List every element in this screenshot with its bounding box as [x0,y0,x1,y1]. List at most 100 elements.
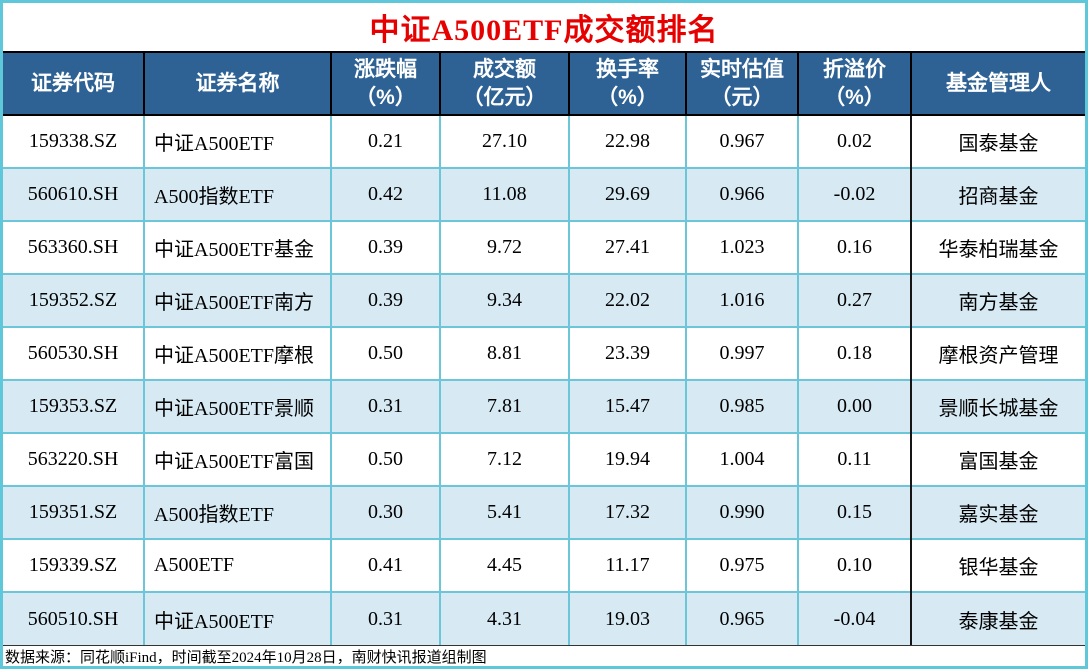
cell-r7-c6: 1.004 [685,432,798,486]
cell-r9-c8: 银华基金 [910,538,1085,592]
table-row: 159351.SZ A500指数ETF 0.30 5.41 17.32 0.990 0.15… [3,485,1085,539]
cell-r8-c2: A500指数ETF [143,485,331,539]
cell-r5-c5: 23.39 [568,326,686,380]
cell-r3-c4: 9.72 [439,220,569,274]
table-row: 159338.SZ 中证A500ETF 0.21 27.10 22.98 0.967 0.0… [3,115,1085,168]
cell-r9-c2: A500ETF [143,538,331,592]
cell-r3-c6: 1.023 [685,220,798,274]
cell-r7-c1: 563220.SH [3,432,144,486]
cell-r10-c6: 0.965 [685,591,798,645]
cell-r8-c7: 0.15 [797,485,911,539]
cell-r8-c5: 17.32 [568,485,686,539]
etf-ranking-table: 证券代码 证券名称 涨跌幅 （%） 成交额 （亿元） 换手率 （%） 实时估值 （元） 折溢价 （%）… [3,53,1085,645]
cell-r6-c3: 0.31 [330,379,440,433]
cell-r7-c4: 7.12 [439,432,569,486]
cell-r1-c3: 0.21 [330,115,440,168]
cell-r10-c7: -0.04 [797,591,911,645]
cell-r1-c1: 159338.SZ [28,130,118,152]
cell-r6-c7: 0.00 [797,379,911,433]
cell-r1-c7: 0.02 [797,115,911,168]
table-row: 563360.SH 中证A500ETF基金 0.39 9.72 27.41 1.023 0.… [3,220,1085,274]
table-row: 560510.SH 中证A500ETF 0.31 4.31 19.03 0.965 -0.0… [3,591,1085,645]
column-header-2: 证券名称 [143,53,331,116]
cell-r3-c8: 华泰柏瑞基金 [910,220,1085,274]
cell-r4-c8: 南方基金 [910,273,1085,327]
cell-r5-c6: 0.997 [685,326,798,380]
cell-r8-c3: 0.30 [330,485,440,539]
cell-r9-c5: 11.17 [568,538,686,592]
cell-r1-c2: 中证A500ETF [143,115,331,168]
page-title: 中证A500ETF成交额排名 [369,14,719,47]
cell-r1-c8: 国泰基金 [910,115,1085,168]
cell-r5-c8: 摩根资产管理 [910,326,1085,380]
cell-r4-c2: 中证A500ETF南方 [143,273,331,327]
cell-r6-c5: 15.47 [568,379,686,433]
cell-r8-c1: 159351.SZ [3,485,144,539]
cell-r10-c4: 4.31 [439,591,569,645]
cell-r2-c5: 29.69 [568,167,686,221]
column-header-6: 实时估值 （元） [685,53,798,116]
cell-r4-c6: 1.016 [685,273,798,327]
cell-r6-c6: 0.985 [685,379,798,433]
cell-r5-c7: 0.18 [797,326,911,380]
column-header-7: 折溢价 （%） [797,53,911,116]
cell-r6-c4: 7.81 [439,379,569,433]
cell-r6-c1: 159353.SZ [3,379,144,433]
cell-r10-c5: 19.03 [568,591,686,645]
cell-r9-c1: 159339.SZ [3,538,144,592]
cell-r3-c1: 563360.SH [3,220,144,274]
cell-r7-c7: 0.11 [797,432,911,486]
cell-r4-c4: 9.34 [439,273,569,327]
cell-r5-c1: 560530.SH [3,326,144,380]
cell-r10-c1: 560510.SH [3,591,144,645]
table-row: 560610.SH A500指数ETF 0.42 11.08 29.69 0.966 -0.… [3,167,1085,221]
cell-r2-c4: 11.08 [439,167,569,221]
cell-r2-c6: 0.966 [685,167,798,221]
table-row: 159353.SZ 中证A500ETF景顺 0.31 7.81 15.47 0.985 0.… [3,379,1085,433]
cell-r4-c7: 0.27 [797,273,911,327]
cell-r3-c7: 0.16 [797,220,911,274]
cell-r2-c2: A500指数ETF [143,167,331,221]
cell-r9-c3: 0.41 [330,538,440,592]
cell-r5-c4: 8.81 [439,326,569,380]
column-header-3: 涨跌幅 （%） [330,53,440,116]
cell-r5-c3: 0.50 [330,326,440,380]
column-header-1: 证券代码 [3,53,144,116]
cell-r7-c8: 富国基金 [910,432,1085,486]
cell-r3-c2: 中证A500ETF基金 [143,220,331,274]
cell-r2-c8: 招商基金 [910,167,1085,221]
cell-r8-c8: 嘉实基金 [910,485,1085,539]
cell-r7-c3: 0.50 [330,432,440,486]
column-header-4: 成交额 （亿元） [439,53,569,116]
cell-r10-c2: 中证A500ETF [143,591,331,645]
table-row: 563220.SH 中证A500ETF富国 0.50 7.12 19.94 1.004 0.… [3,432,1085,486]
cell-r10-c3: 0.31 [330,591,440,645]
cell-r9-c4: 4.45 [439,538,569,592]
cell-r7-c2: 中证A500ETF富国 [143,432,331,486]
cell-r2-c7: -0.02 [797,167,911,221]
cell-r4-c1: 159352.SZ [3,273,144,327]
cell-r4-c5: 22.02 [568,273,686,327]
cell-r4-c3: 0.39 [330,273,440,327]
cell-r2-c3: 0.42 [330,167,440,221]
table-row: 159339.SZ A500ETF 0.41 4.45 11.17 0.975 0.10 银华… [3,538,1085,592]
cell-r3-c3: 0.39 [330,220,440,274]
data-source-note: 数据来源：同花顺iFind，时间截至2024年10月28日，南财快讯报道组制图 [5,649,487,666]
table-row: 560530.SH 中证A500ETF摩根 0.50 8.81 23.39 0.997 0.… [3,326,1085,380]
table-row: 159352.SZ 中证A500ETF南方 0.39 9.34 22.02 1.016 0.… [3,273,1085,327]
cell-r1-c6: 0.967 [685,115,798,168]
cell-r1-c4: 27.10 [439,115,569,168]
title-bar: 中证A500ETF成交额排名 [3,3,1085,53]
table-header-row: 证券代码 证券名称 涨跌幅 （%） 成交额 （亿元） 换手率 （%） 实时估值 （元） 折溢价 （%）… [3,53,1085,116]
cell-r3-c5: 27.41 [568,220,686,274]
cell-r2-c1: 560610.SH [3,167,144,221]
cell-r6-c8: 景顺长城基金 [910,379,1085,433]
cell-r10-c8: 泰康基金 [910,591,1085,645]
column-header-8: 基金管理人 [910,53,1085,116]
cell-r5-c2: 中证A500ETF摩根 [143,326,331,380]
cell-r6-c2: 中证A500ETF景顺 [143,379,331,433]
cell-r8-c6: 0.990 [685,485,798,539]
cell-r1-c5: 22.98 [568,115,686,168]
cell-r9-c6: 0.975 [685,538,798,592]
